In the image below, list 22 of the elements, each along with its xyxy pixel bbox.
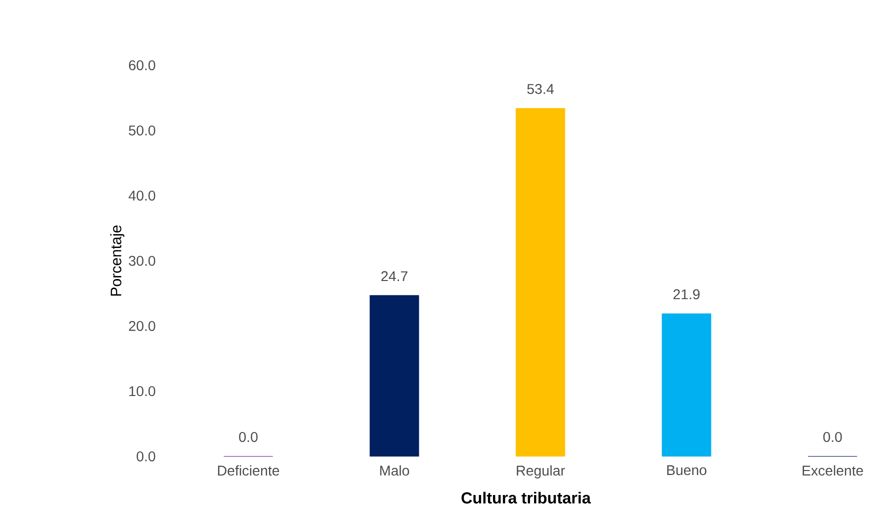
data-label: 0.0 <box>823 432 842 442</box>
bar <box>662 313 712 456</box>
data-label: 21.9 <box>673 289 700 300</box>
bar <box>516 108 566 456</box>
y-tick-label: 40.0 <box>128 190 156 200</box>
y-tick-label: 20.0 <box>128 320 156 331</box>
data-label: 24.7 <box>381 271 408 281</box>
y-tick-label: 0.0 <box>136 451 156 462</box>
x-axis-title: Cultura tributaria <box>462 492 591 504</box>
x-tick-label: Excelente <box>802 465 863 476</box>
x-tick-label: Malo <box>380 465 410 476</box>
x-tick-label: Deficiente <box>218 465 280 476</box>
y-tick-label: 10.0 <box>129 386 156 396</box>
x-tick-label: Regular <box>516 465 565 478</box>
data-label: 0.0 <box>239 432 258 442</box>
x-tick-label: Bueno <box>667 465 706 475</box>
data-label: 53.4 <box>527 84 554 94</box>
bar <box>370 295 420 456</box>
y-axis-title: Porcentaje <box>110 225 124 296</box>
y-tick-label: 60.0 <box>128 60 156 70</box>
y-tick-label: 50.0 <box>128 125 156 136</box>
y-tick-label: 30.0 <box>128 256 156 266</box>
